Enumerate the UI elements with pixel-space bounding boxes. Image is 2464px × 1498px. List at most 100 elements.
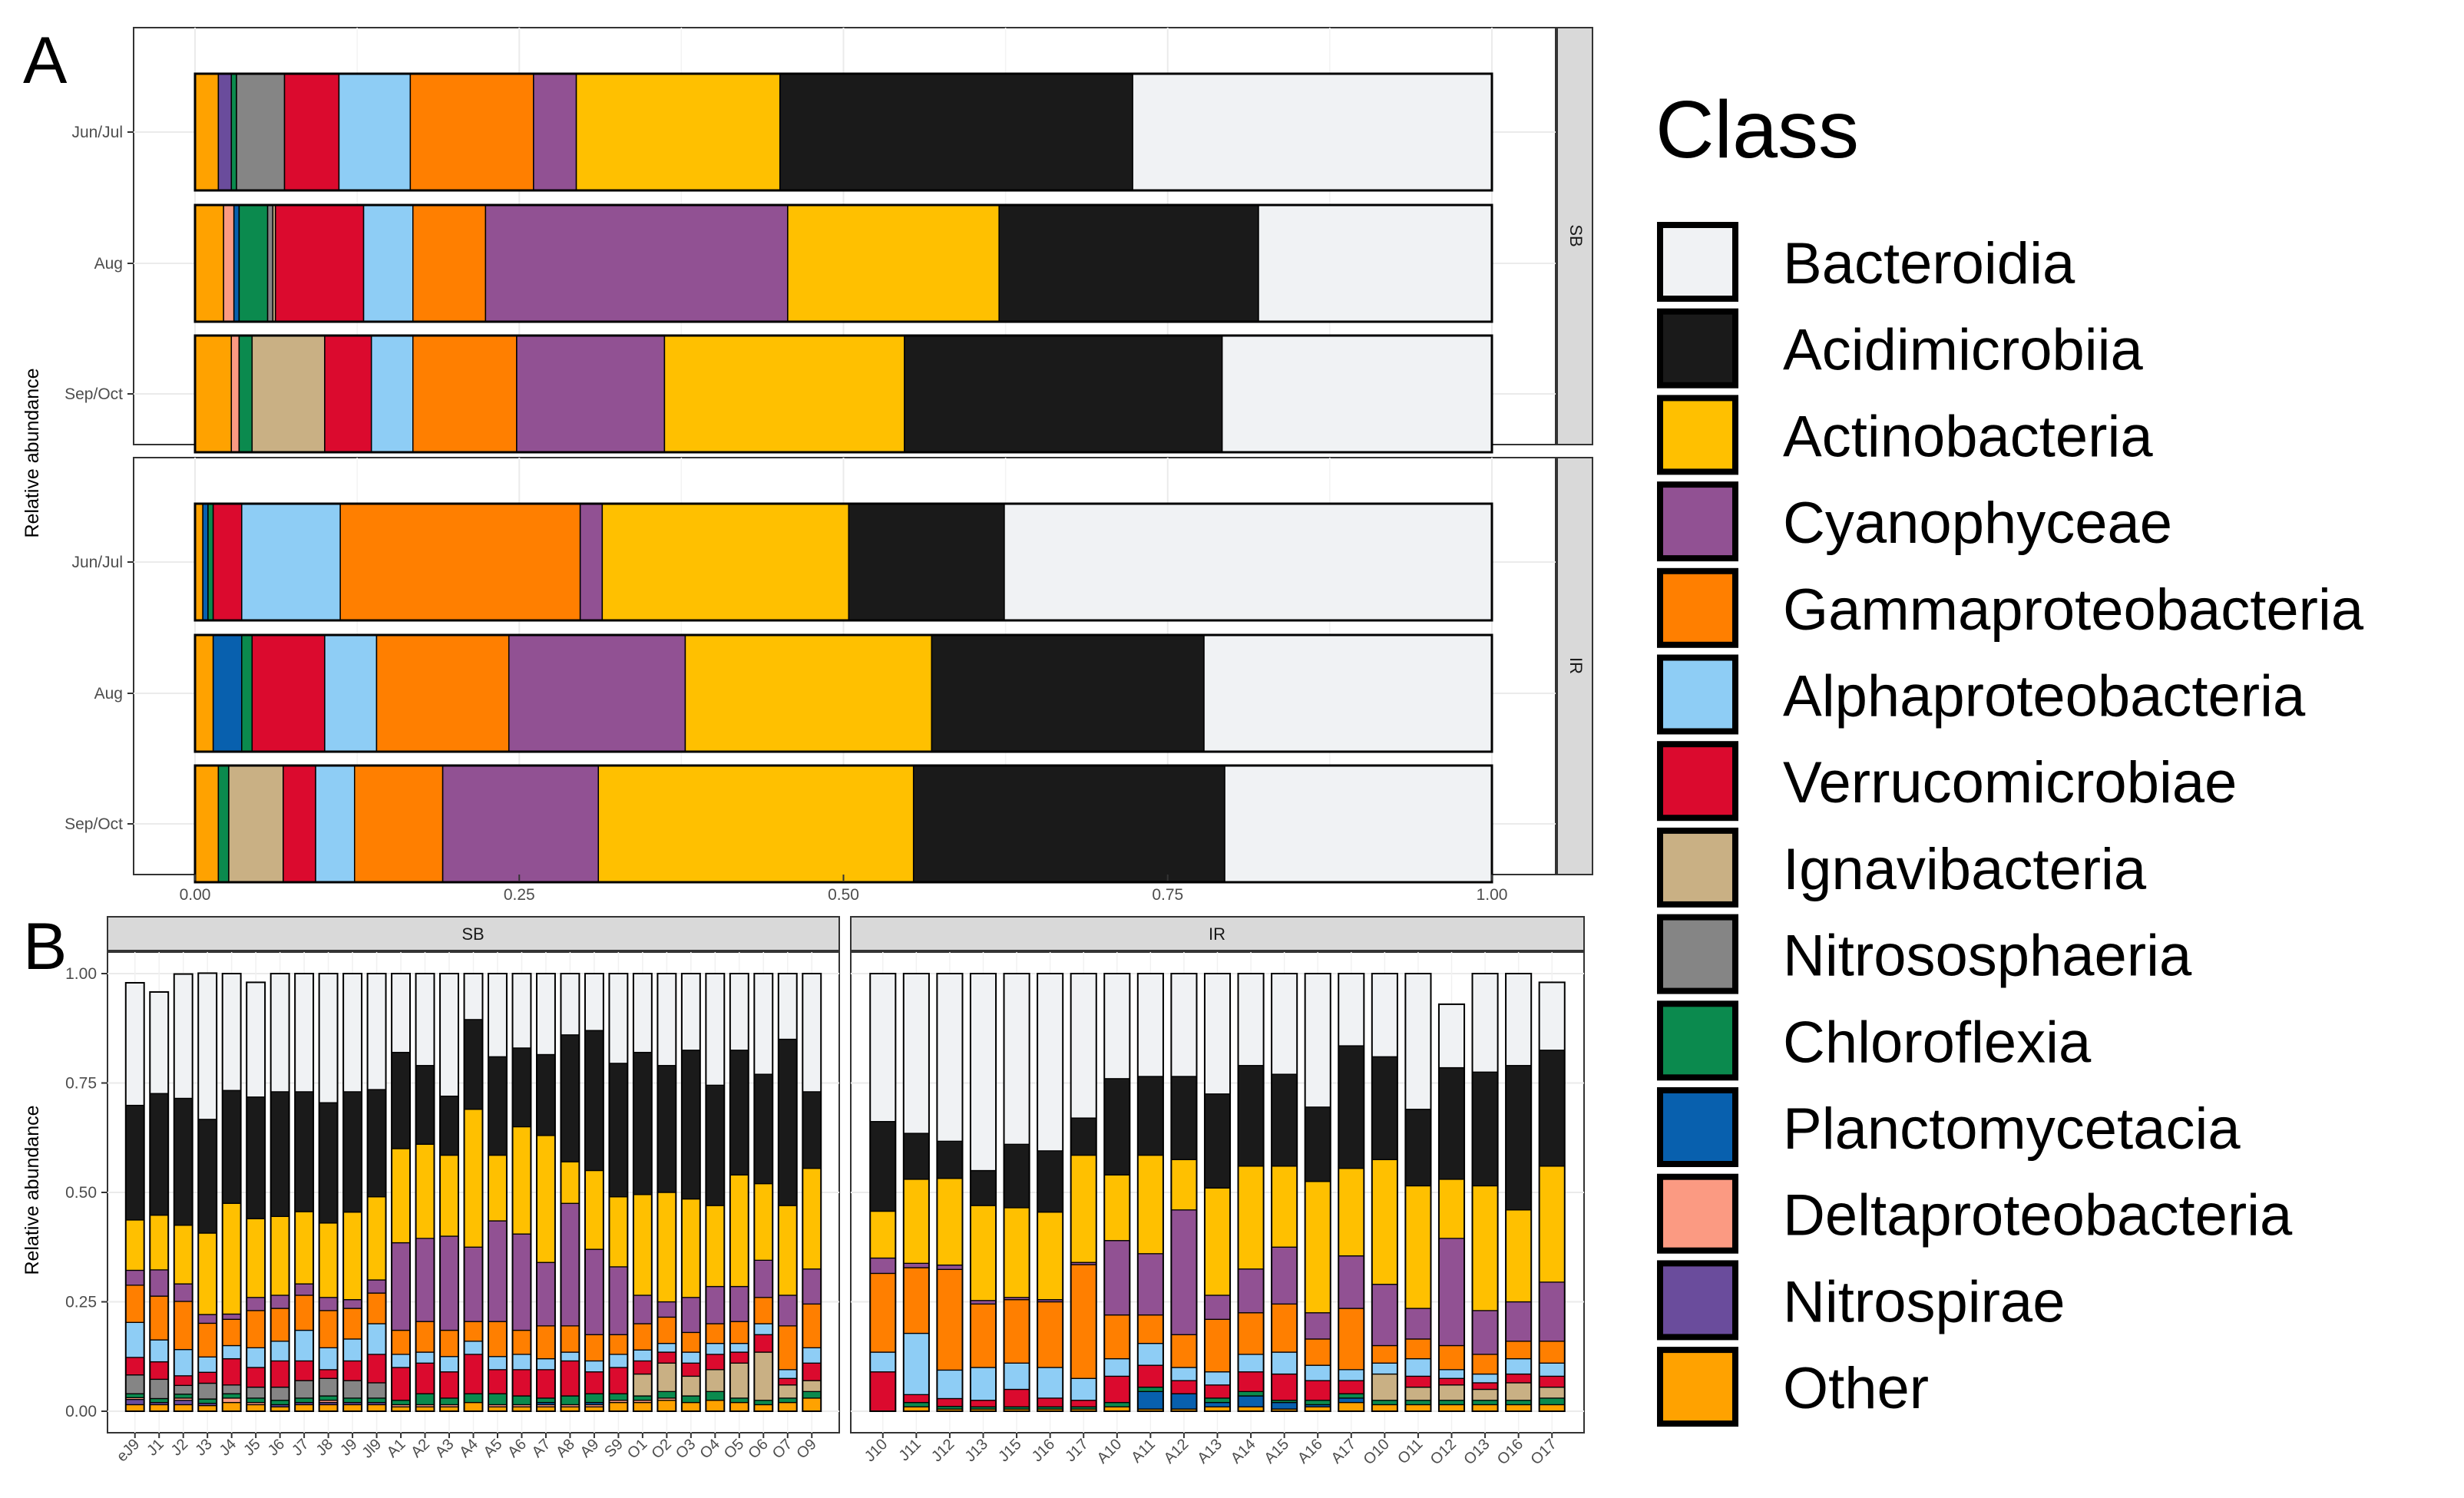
bar-segment-ir-j17-alphaproteobacteria — [1070, 1377, 1097, 1401]
bar-segment-ir-aug-planctomycetacia — [212, 634, 243, 752]
bar-segment-sb-j7-actinobacteria — [294, 1211, 314, 1285]
bar-segment-sb-o2-ignavibacteria — [657, 1362, 676, 1393]
bar-segment-sb-j6-nitrososphaeria — [270, 1387, 290, 1401]
bar-segment-sb-o5-bacteroidia — [729, 973, 749, 1051]
bar-segment-sb-a1-alphaproteobacteria — [391, 1354, 411, 1368]
bar-segment-sb-j7-verrucomicrobiae — [294, 1360, 314, 1381]
bar-segment-ir-sep-oct-verrucomicrobiae — [283, 765, 316, 883]
bar-segment-ir-a14-bacteroidia — [1237, 973, 1265, 1066]
legend-label-gammaproteobacteria: Gammaproteobacteria — [1783, 577, 2364, 643]
panel-a-y-tick-label: Aug — [94, 685, 123, 703]
bar-segment-sb-aug-other — [194, 204, 224, 322]
bar-segment-sb-j4-gammaproteobacteria — [222, 1318, 242, 1347]
bar-segment-sb-j5-acidimicrobiia — [246, 1096, 266, 1219]
bar-segment-ir-o17-verrucomicrobiae — [1539, 1375, 1566, 1388]
bar-segment-ir-jun-jul-actinobacteria — [601, 503, 850, 621]
bar-outline-ir-j10 — [869, 973, 897, 1412]
bar-segment-sb-o3-other — [681, 1401, 701, 1412]
bar-segment-sb-a8-verrucomicrobiae — [560, 1360, 580, 1397]
bar-segment-sb-j4-other — [222, 1401, 242, 1412]
bar-segment-ir-jun-jul-alphaproteobacteria — [241, 503, 341, 621]
bar-segment-sb-j1-actinobacteria — [149, 1214, 169, 1271]
bar-segment-sb-a9-chloroflexia — [584, 1393, 604, 1404]
panel-a-y-tick-label: Jun/Jul — [71, 124, 123, 141]
bar-segment-sb-j9-actinobacteria — [342, 1212, 362, 1301]
bar-segment-sb-j4-acidimicrobiia — [222, 1090, 242, 1204]
bar-segment-ir-o17-cyanophyceae — [1539, 1281, 1566, 1342]
bar-segment-sb-j1-gammaproteobacteria — [149, 1295, 169, 1341]
bar-segment-ir-a12-bacteroidia — [1170, 973, 1198, 1077]
bar-segment-sb-j4-bacteroidia — [222, 973, 242, 1091]
bar-segment-sb-a4-other — [463, 1401, 484, 1412]
bar-outline-sb-a1 — [391, 973, 412, 1412]
bar-segment-sb-o7-chloroflexia — [778, 1397, 798, 1404]
bar-segment-sb-j9-bacteroidia — [342, 973, 362, 1093]
bar-outline-ir-a16 — [1304, 973, 1331, 1412]
bar-outline-ir-o16 — [1505, 973, 1533, 1412]
bar-segment-ir-a10-chloroflexia — [1103, 1401, 1130, 1407]
bar-segment-sb-j5-cyanophyceae — [246, 1297, 266, 1311]
bar-segment-ir-a17-cyanophyceae — [1338, 1255, 1364, 1309]
bar-segment-sb-a7-actinobacteria — [536, 1135, 556, 1263]
bar-outline-sb-j5 — [246, 981, 266, 1412]
bar-segment-ir-j10-acidimicrobiia — [869, 1121, 896, 1212]
bar-segment-sb-o9-other — [802, 1397, 822, 1412]
bar-segment-ir-a14-planctomycetacia — [1237, 1395, 1265, 1407]
bar-segment-ir-j12-cyanophyceae — [936, 1264, 964, 1270]
bar-segment-ir-j17-actinobacteria — [1070, 1154, 1097, 1263]
bar-segment-ir-j17-gammaproteobacteria — [1070, 1264, 1097, 1379]
bar-segment-sb-j3-acidimicrobiia — [197, 1119, 217, 1234]
bar-segment-sb-a5-alphaproteobacteria — [488, 1356, 508, 1371]
bar-segment-ir-o11-actinobacteria — [1404, 1185, 1432, 1309]
bar-segment-sb-j6-acidimicrobiia — [270, 1091, 290, 1218]
bar-outline-ir-o17 — [1538, 981, 1566, 1412]
bar-segment-ir-j10-bacteroidia — [869, 973, 896, 1123]
bar-segment-sb-o2-other — [657, 1400, 676, 1412]
bar-segment-sb-o9-chloroflexia — [802, 1391, 822, 1399]
bar-segment-ir-a15-acidimicrobiia — [1271, 1073, 1298, 1167]
bar-segment-sb-j9-other — [342, 1404, 362, 1412]
bar-segment-sb-j8-nitrososphaeria — [318, 1377, 339, 1397]
bar-segment-sb-a3-actinobacteria — [439, 1154, 459, 1237]
bar-segment-ir-aug-actinobacteria — [684, 634, 933, 752]
bar-segment-sb-o5-acidimicrobiia — [729, 1050, 749, 1176]
bar-segment-sb-a2-verrucomicrobiae — [415, 1362, 435, 1394]
bar-segment-sb-j5-verrucomicrobiae — [246, 1367, 266, 1388]
bar-segment-sb-j7-other — [294, 1404, 314, 1412]
bar-segment-sb-o1-acidimicrobiia — [633, 1051, 653, 1195]
bar-segment-ir-o16-bacteroidia — [1505, 973, 1532, 1066]
bar-segment-sb-jl9-nitrososphaeria — [366, 1382, 387, 1399]
bar-segment-sb-o5-ignavibacteria — [729, 1362, 749, 1399]
bar-outline-ir-a13 — [1203, 973, 1232, 1412]
bar-outline-sb-j4 — [221, 973, 242, 1412]
bar-segment-sb-a8-alphaproteobacteria — [560, 1351, 580, 1362]
bar-segment-ir-j11-bacteroidia — [903, 973, 930, 1134]
bar-segment-sb-o5-other — [729, 1401, 749, 1412]
bar-segment-sb-a7-alphaproteobacteria — [536, 1357, 556, 1371]
bar-segment-ir-o12-chloroflexia — [1438, 1400, 1465, 1406]
bar-segment-sb-j4-nitrososphaeria — [222, 1384, 242, 1394]
legend: Class Bacteroidia Acidimicrobiia Actinobac… — [1655, 84, 2364, 1427]
bar-segment-ir-o12-alphaproteobacteria — [1438, 1369, 1465, 1379]
bar-segment-ir-a12-acidimicrobiia — [1170, 1076, 1198, 1160]
legend-swatch-nitrospirae — [1657, 1260, 1738, 1341]
bar-segment-sb-o4-alphaproteobacteria — [705, 1343, 725, 1355]
bar-segment-sb-a5-chloroflexia — [488, 1393, 508, 1406]
bar-outline-sb-o7 — [777, 973, 798, 1412]
bar-segment-sb-o3-bacteroidia — [681, 973, 701, 1051]
bar-segment-sb-a9-bacteroidia — [584, 973, 604, 1031]
bar-segment-ir-j12-bacteroidia — [936, 973, 964, 1142]
bar-segment-ir-o11-gammaproteobacteria — [1404, 1338, 1432, 1360]
bar-segment-ir-j16-actinobacteria — [1037, 1212, 1063, 1301]
bar-segment-sb-a6-chloroflexia — [511, 1395, 532, 1406]
bar-segment-ir-o13-chloroflexia — [1471, 1400, 1499, 1406]
bar-segment-ir-a14-acidimicrobiia — [1237, 1065, 1265, 1167]
bar-segment-ir-a13-gammaproteobacteria — [1204, 1318, 1231, 1373]
bar-segment-sb-sep-oct-ignavibacteria — [251, 335, 326, 453]
bar-segment-ir-aug-cyanophyceae — [508, 634, 686, 752]
bar-segment-sb-o6-ignavibacteria — [753, 1351, 773, 1401]
legend-label-deltaproteobacteria: Deltaproteobacteria — [1783, 1183, 2293, 1248]
bar-segment-sb-aug-alphaproteobacteria — [362, 204, 414, 322]
bar-segment-ir-j15-acidimicrobiia — [1003, 1143, 1030, 1209]
panel-b-y-tick-label: 0.00 — [65, 1403, 97, 1420]
